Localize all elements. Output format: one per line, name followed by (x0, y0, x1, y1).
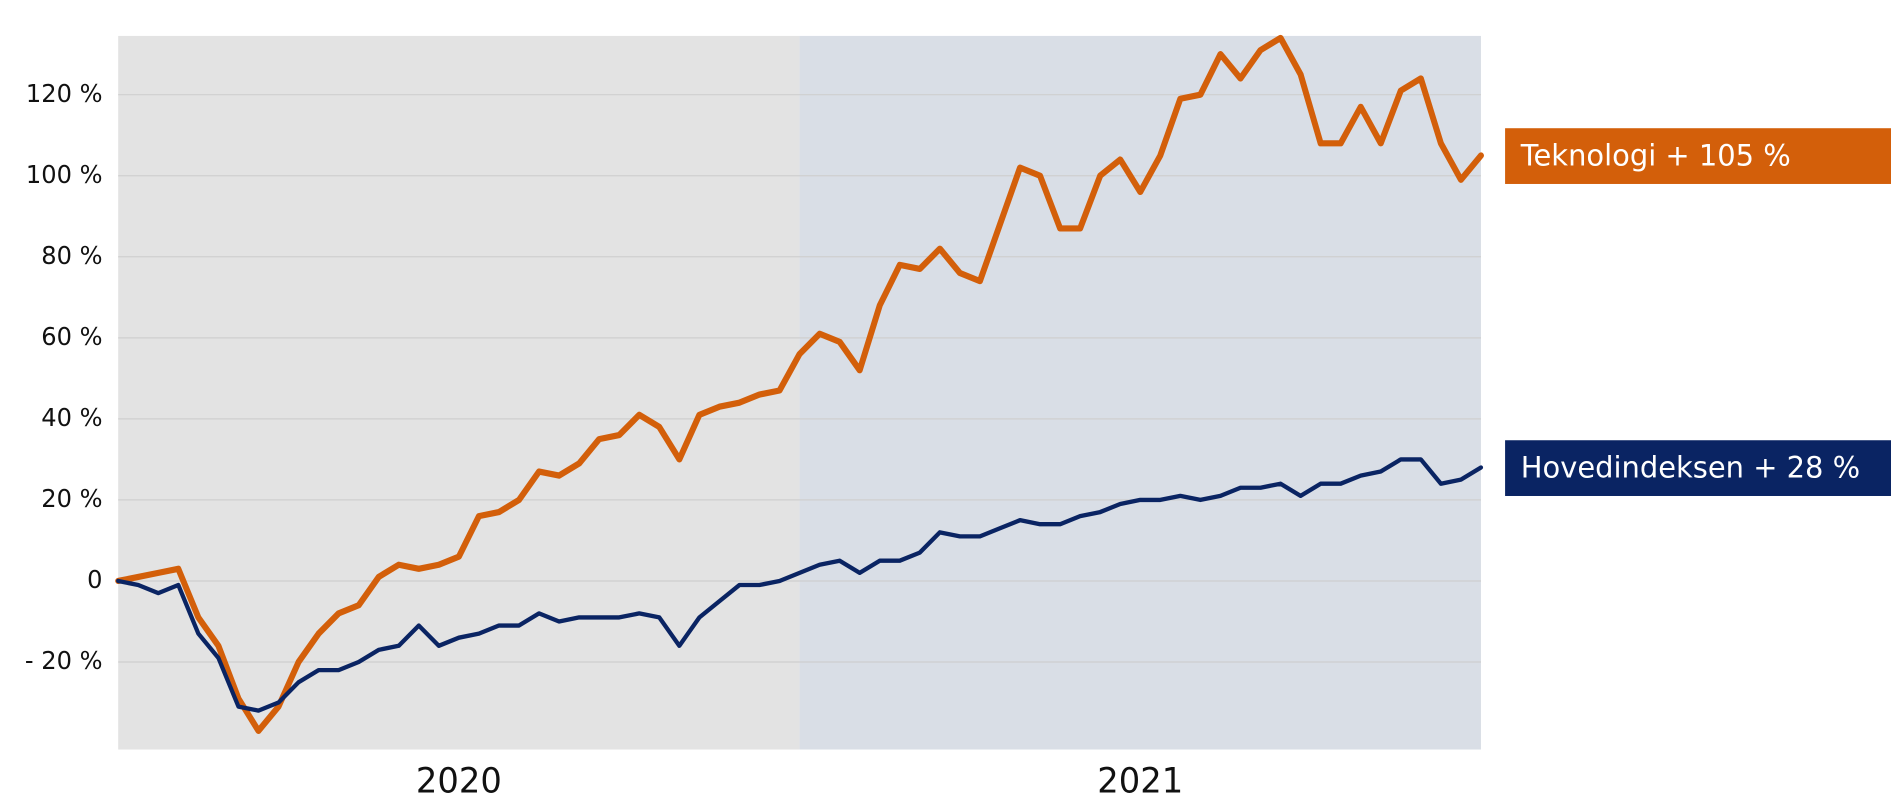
y-tick-label: 80 % (41, 241, 102, 270)
x-period-label: 2020 (416, 761, 502, 802)
period-band (799, 35, 1481, 750)
y-tick-label: 60 % (41, 322, 102, 351)
y-tick-label: 100 % (26, 160, 103, 189)
y-tick-label: 0 (87, 565, 102, 594)
period-band (118, 35, 800, 750)
series-label-box (1505, 440, 1891, 496)
series-label-box (1505, 128, 1891, 184)
y-tick-label: 120 % (26, 78, 103, 107)
y-tick-label: 40 % (41, 403, 102, 432)
series-line (115, 34, 1484, 734)
x-period-label: 2021 (1097, 761, 1183, 802)
series-line (116, 457, 1484, 713)
y-tick-label: - 20 % (25, 646, 103, 675)
series-label: Teknologi + 105 % (1520, 138, 1791, 172)
y-tick-label: 20 % (41, 484, 102, 513)
series-label: Hovedindeksen + 28 % (1521, 450, 1860, 484)
